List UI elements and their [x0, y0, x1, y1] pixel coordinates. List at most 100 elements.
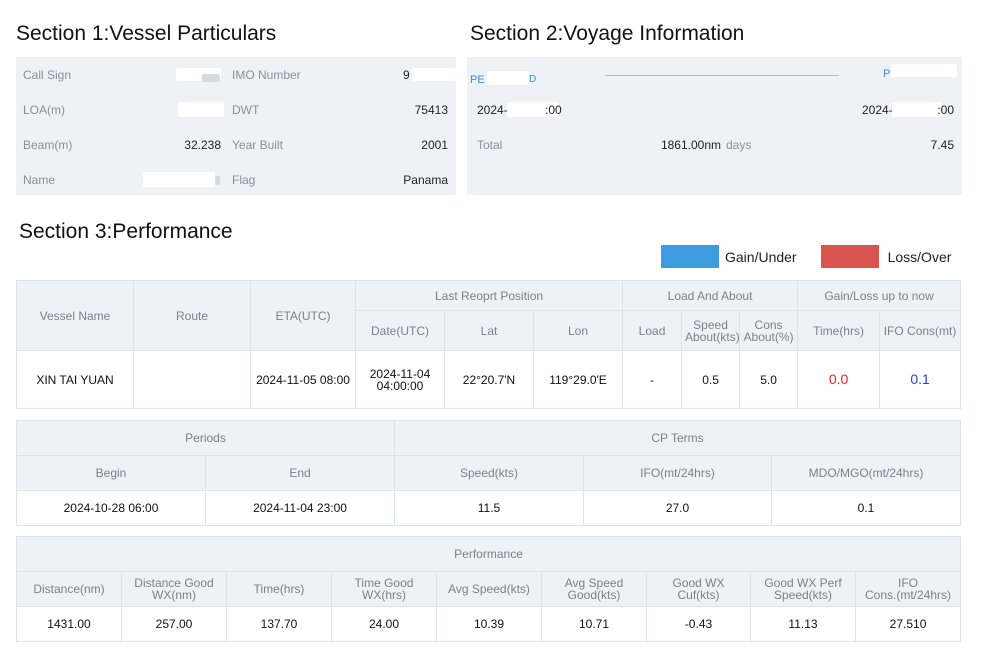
- arrive-date-prefix: 2024-: [862, 102, 893, 117]
- header-performance-col-7: Good WX Perf Speed(kts): [750, 571, 856, 607]
- header-cp-terms: CP Terms: [394, 420, 961, 456]
- value-beam: 32.238: [184, 137, 221, 152]
- label-year-built: Year Built: [232, 137, 283, 152]
- header-lat: Lat: [444, 310, 534, 351]
- value-flag: Panama: [403, 172, 448, 187]
- periods-cp-terms-table: Periods CP Terms Begin End Speed(kts) IF…: [16, 420, 961, 526]
- label-imo-number: IMO Number: [232, 67, 301, 82]
- header-performance-col-2-line-0: Time(hrs): [253, 582, 305, 596]
- cell-load: -: [622, 350, 683, 409]
- cell-performance-col-7: 11.13: [750, 606, 856, 642]
- cell-performance-col-8: 27.510: [854, 606, 962, 642]
- redacted-call-sign-tail: [202, 74, 220, 82]
- header-performance-col-1-line-1: WX(nm): [152, 588, 196, 602]
- header-load: Load: [622, 310, 683, 351]
- header-performance-col-5-line-1: Good(kts): [567, 588, 621, 602]
- header-cons-about-line2: About(%): [743, 329, 794, 344]
- from-port-link[interactable]: PE: [470, 74, 485, 86]
- header-performance-col-3-line-1: WX(hrs): [362, 588, 406, 602]
- cell-speed-about: 0.5: [681, 350, 741, 409]
- header-performance-col-5-line-0: Avg Speed: [564, 576, 624, 590]
- label-flag: Flag: [232, 172, 256, 187]
- redacted-name: [143, 172, 215, 187]
- header-cons-about-line1: Cons: [754, 317, 783, 332]
- label-total: Total: [477, 137, 503, 152]
- header-performance-col-0-line-0: Distance(nm): [33, 582, 105, 596]
- voyage-information-panel: PE D P 2024- :00 2024- :00 Total 1861.00…: [467, 57, 962, 195]
- header-speed-about-line1: Speed: [693, 317, 728, 332]
- header-performance-col-4: Avg Speed(kts): [436, 571, 542, 607]
- particulars-row-call-sign: Call Sign IMO Number 9: [16, 57, 456, 92]
- label-name: Name: [23, 172, 56, 187]
- cell-performance-col-6: -0.43: [646, 606, 751, 642]
- header-performance-col-6: Good WX Cuf(kts): [646, 571, 751, 607]
- route-line: [605, 75, 839, 76]
- from-port-tail: D: [529, 74, 537, 85]
- cell-lon: 119°29.0'E: [532, 350, 624, 409]
- header-performance-col-2: Time(hrs): [226, 571, 332, 607]
- legend-label-loss: Loss/Over: [887, 248, 952, 265]
- arrive-date-suffix: :00: [937, 102, 954, 117]
- cell-performance-col-2: 137.70: [226, 606, 332, 642]
- voyage-row-ports: PE D P: [467, 57, 962, 92]
- performance-legend: Gain/Under Loss/Over: [661, 245, 951, 268]
- cell-cp-speed: 11.5: [394, 490, 584, 526]
- cell-route: [133, 350, 251, 409]
- header-performance-col-8: IFO Cons.(mt/24hrs): [854, 571, 962, 607]
- section1-title: Section 1:Vessel Particulars: [16, 22, 277, 45]
- cell-eta: 2024-11-05 08:00: [250, 350, 356, 409]
- header-performance-col-8-line-1: Cons.(mt/24hrs): [865, 588, 952, 602]
- depart-date-suffix: :00: [545, 102, 562, 117]
- cell-performance-col-5: 10.71: [541, 606, 647, 642]
- legend-swatch-loss: [820, 245, 879, 268]
- header-performance-col-3: Time Good WX(hrs): [331, 571, 437, 607]
- header-performance-col-1: Distance Good WX(nm): [121, 571, 227, 607]
- header-performance-col-3-line-0: Time Good: [354, 576, 414, 590]
- redacted-loa: [178, 102, 224, 117]
- header-performance-col-5: Avg Speed Good(kts): [541, 571, 647, 607]
- header-last-position: Last Reoprt Position: [354, 280, 624, 311]
- value-imo-number: 9: [403, 67, 410, 82]
- voyage-row-dates: 2024- :00 2024- :00: [467, 92, 962, 127]
- cell-performance-col-1: 257.00: [121, 606, 227, 642]
- cell-performance-col-0: 1431.00: [16, 606, 122, 642]
- header-performance-col-4-line-0: Avg Speed(kts): [448, 582, 530, 596]
- cell-date-line1: 2024-11-04: [369, 366, 431, 381]
- header-cons-about: Cons About(%): [739, 310, 799, 351]
- header-lon: Lon: [532, 310, 624, 351]
- cell-date: 2024-11-04 04:00:00: [355, 350, 445, 409]
- header-performance-col-7-line-1: Speed(kts): [773, 588, 833, 602]
- table-row: 2024-10-28 06:00 2024-11-04 23:00 11.5 2…: [16, 490, 961, 526]
- cell-time-gain-loss: 0.0: [797, 350, 881, 409]
- header-performance-col-7-line-0: Good WX Perf: [764, 576, 842, 590]
- header-periods: Periods: [16, 420, 395, 456]
- header-speed-about: Speed About(kts): [681, 310, 741, 351]
- cell-performance-col-3: 24.00: [331, 606, 437, 642]
- value-dwt: 75413: [414, 102, 448, 117]
- redacted-name-tail: [215, 176, 220, 185]
- cell-lat: 22°20.7'N: [444, 350, 534, 409]
- redacted-depart-date: [507, 102, 559, 117]
- value-days: 7.45: [930, 137, 954, 152]
- section2-title: Section 2:Voyage Information: [470, 22, 745, 45]
- redacted-from-port: [487, 71, 529, 85]
- header-date: Date(UTC): [355, 310, 445, 351]
- particulars-row-beam: Beam(m) 32.238 Year Built 2001: [16, 127, 456, 162]
- label-dwt: DWT: [232, 102, 260, 117]
- cell-date-line2: 04:00:00: [376, 378, 424, 393]
- ifo-gain-loss-value: 0.1: [910, 371, 930, 387]
- table-row: 1431.00 257.00 137.70 24.00 10.39 10.71 -0.43 1…: [16, 606, 962, 642]
- cell-vessel-name: XIN TAI YUAN: [16, 350, 134, 409]
- legend-label-gain: Gain/Under: [725, 248, 797, 265]
- cell-begin: 2024-10-28 06:00: [16, 490, 206, 526]
- redacted-to-port: [891, 64, 957, 77]
- to-port-link[interactable]: P: [883, 68, 891, 80]
- cell-cp-ifo: 27.0: [583, 490, 772, 526]
- cell-cp-mdo: 0.1: [771, 490, 961, 526]
- header-performance-col-0: Distance(nm): [16, 571, 122, 607]
- time-gain-loss-value: 0.0: [828, 371, 849, 387]
- particulars-row-name: Name Flag Panama: [16, 162, 456, 197]
- header-cp-ifo: IFO(mt/24hrs): [583, 455, 772, 491]
- depart-date-prefix: 2024-: [477, 102, 508, 117]
- header-speed-about-line2: About(kts): [685, 329, 740, 344]
